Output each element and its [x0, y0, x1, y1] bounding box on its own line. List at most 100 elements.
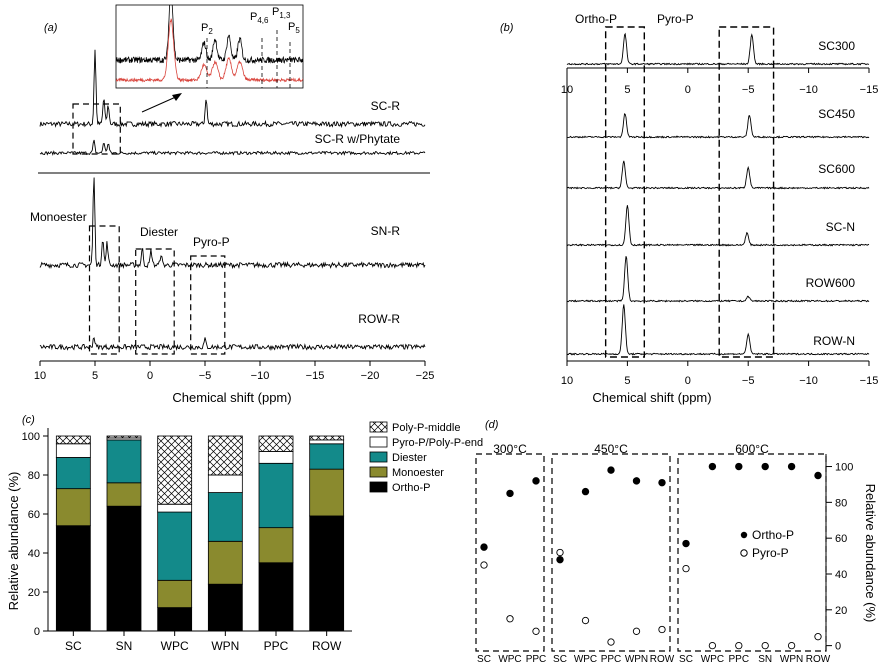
x-tick-label-row: ROW: [312, 639, 342, 653]
bar-wpc-poly-p-middle: [157, 435, 193, 505]
group-box-600-c: [677, 453, 827, 652]
inset-arrow-head: [172, 93, 182, 101]
y-tick-label: 20: [835, 605, 847, 617]
x-tick-label-300-c-wpc: WPC: [498, 654, 521, 665]
bar-wpn-poly-p-middle: [207, 435, 243, 476]
x-tick-label-450-c-ppc: PPC: [601, 654, 622, 665]
y-tick-label: 60: [835, 533, 847, 545]
spectrum-label-sc450: SC450: [818, 107, 855, 121]
point-pyro-300-c-sc: [480, 561, 488, 569]
x-tick-label-600-c-wpn: WPN: [780, 654, 803, 665]
bar-wpn-diester: [207, 492, 243, 542]
inset-peak-p2: P2: [201, 22, 213, 36]
x-tick-label-600-c-wpc: WPC: [701, 654, 724, 665]
y-tick-label: 40: [835, 569, 847, 581]
box-pyro: [190, 255, 226, 355]
bar-ppc-monoester: [258, 527, 294, 564]
point-pyro-600-c-row: [814, 633, 822, 641]
bar-wpc-ortho-p: [157, 607, 193, 632]
bar-sc-ortho-p: [55, 525, 91, 632]
spectrum-row-r: [39, 337, 426, 351]
box-ortho-p: [604, 26, 646, 358]
point-ortho-450-c-row: [658, 478, 666, 487]
panel-b: (b) SC300 SC450 SC600 SC-N ROW600 ROW-N 10 10 5…: [500, 12, 878, 405]
bar-row-monoester: [309, 468, 345, 517]
legend-label-poly-p-middle: Poly-P-middle: [392, 422, 460, 434]
x-tick-label: 0: [685, 375, 691, 387]
panel-a-x-axis: 10 5 0 −5 −10 −15 −20 −25: [34, 360, 434, 382]
inset-trace-black: [116, 5, 303, 65]
box-diester: [135, 248, 175, 355]
panel-b-region-label-ortho: Ortho-P: [575, 12, 617, 26]
panel-b-region-label-pyro: Pyro-P: [657, 12, 694, 26]
legend-label-pyro-p: Pyro-P: [752, 546, 789, 560]
x-tick-label: 5: [92, 370, 98, 382]
inset-peak-p5: P5: [288, 21, 300, 35]
point-pyro-600-c-wpn: [787, 641, 796, 650]
panel-c-legend: Poly-P-middle Pyro-P/Poly-P-end Diester Mon…: [369, 421, 483, 494]
panel-c-label: (c): [22, 414, 35, 426]
point-pyro-300-c-ppc: [532, 627, 540, 635]
bar-row-poly-p-middle: [309, 435, 345, 441]
x-tick-label-600-c-sc: SC: [679, 654, 693, 665]
bar-sc-diester: [55, 457, 91, 490]
point-pyro-600-c-wpc: [708, 641, 717, 650]
point-pyro-450-c-wpc: [581, 616, 590, 625]
y-tick-label: 80: [28, 470, 40, 482]
inset-peak-p13: P1,3: [272, 6, 291, 20]
x-top-tick-label: 10: [561, 84, 573, 96]
y-tick-label: 60: [28, 509, 40, 521]
group-label-600-c: 600°C: [735, 442, 769, 456]
x-tick-label-450-c-row: ROW: [650, 654, 675, 665]
bar-row-pyro-p-poly-p-end: [309, 439, 345, 445]
panel-b-spectra: SC300 SC450 SC600 SC-N ROW600 ROW-N: [566, 32, 870, 356]
x-tick-label: −20: [361, 370, 380, 382]
bar-row-ortho-p: [309, 515, 345, 632]
x-top-tick-label: 5: [624, 84, 630, 96]
box-pyro-p: [718, 26, 775, 358]
point-ortho-600-c-wpn: [787, 462, 796, 471]
y-tick-label: 20: [28, 587, 40, 599]
spectrum-row-n: [566, 304, 870, 356]
legend-label-pyro-p-poly-p-end: Pyro-P/Poly-P-end: [392, 437, 483, 449]
panel-a-spectra: SC-R SC-R w/Phytate SN-R ROW-R: [39, 49, 426, 351]
point-ortho-600-c-sn: [761, 462, 769, 471]
spectrum-sc-r: [39, 49, 426, 129]
point-pyro-600-c-sc: [682, 564, 690, 573]
panel-a-region-boxes: [72, 103, 226, 355]
x-tick-label-600-c-row: ROW: [806, 654, 831, 665]
y-tick-label: 100: [835, 462, 853, 474]
panel-a: (a) SC-R SC-R w/Phytate SN-R ROW-R 10 5 0 −5 −1…: [30, 4, 434, 405]
panel-c-y-axis-title: Relative abundance (%): [6, 472, 21, 611]
spectrum-sc450: [566, 113, 870, 139]
x-tick-label-300-c-ppc: PPC: [526, 654, 547, 665]
legend-marker-pyro-p: [740, 549, 748, 557]
point-ortho-450-c-sc: [556, 555, 564, 564]
legend-swatch-ortho-p: [369, 481, 388, 493]
legend-swatch-monoester: [369, 466, 388, 478]
x-tick-label-wpn: WPN: [211, 639, 239, 653]
x-tick-label: −10: [799, 375, 818, 387]
x-tick-label-450-c-wpc: WPC: [574, 654, 597, 665]
panel-c: (c) 0 20 40 60 80 100 SC SN WPC WPN PPC ROW Relativ…: [6, 414, 483, 653]
bar-sn-poly-p-middle: [106, 435, 142, 439]
spectrum-sc-r-w-phytate: [39, 139, 426, 156]
spectrum-label-sc600: SC600: [818, 162, 855, 176]
inset-trace-red: [116, 18, 303, 83]
point-ortho-600-c-row: [814, 471, 822, 480]
point-pyro-450-c-ppc: [607, 638, 615, 646]
point-ortho-450-c-wpn: [632, 477, 641, 485]
spectrum-sc-n: [566, 205, 870, 247]
point-pyro-450-c-wpn: [632, 627, 641, 635]
x-tick-label-600-c-ppc: PPC: [729, 654, 750, 665]
point-pyro-600-c-ppc: [735, 641, 743, 650]
spectrum-sc300: [566, 32, 870, 66]
x-tick-label-300-c-sc: SC: [477, 654, 491, 665]
panel-a-region-label-pyro: Pyro-P: [193, 235, 230, 249]
legend-marker-ortho-p: [740, 531, 748, 539]
x-tick-label-450-c-wpn: WPN: [625, 654, 648, 665]
bar-sc-pyro-p-poly-p-end: [55, 443, 91, 458]
bar-wpc-diester: [157, 511, 193, 581]
bar-sc-monoester: [55, 488, 91, 527]
bar-ppc-pyro-p-poly-p-end: [258, 451, 294, 464]
